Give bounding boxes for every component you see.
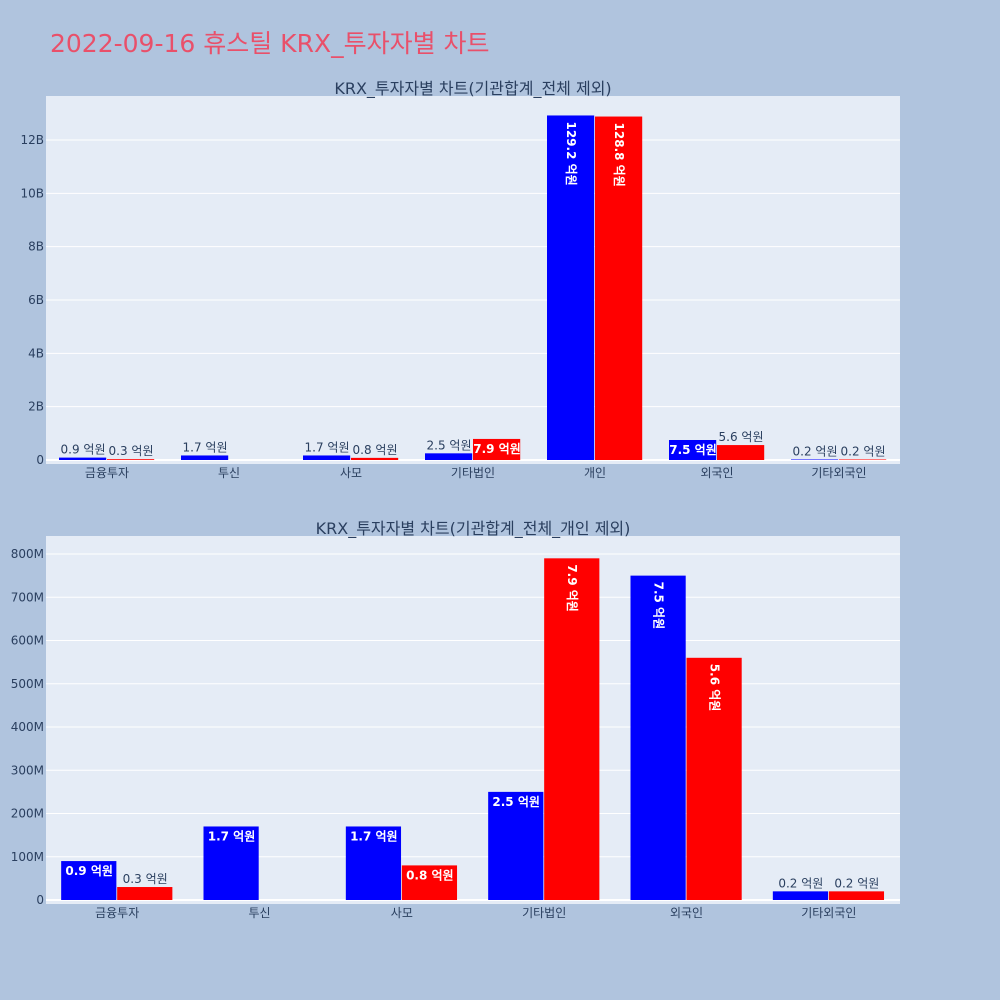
data-label: 0.3 억원: [123, 872, 168, 886]
bar: [351, 457, 399, 460]
data-label: 0.9 억원: [61, 443, 106, 457]
data-label: 2.5 억원: [492, 795, 540, 809]
data-label: 0.8 억원: [353, 443, 398, 457]
bar: [345, 826, 402, 900]
y-tick-label: 400M: [11, 720, 44, 734]
data-label: 128.8 억원: [612, 123, 626, 187]
y-tick-label: 4B: [28, 346, 44, 360]
data-label: 0.3 억원: [109, 444, 154, 458]
plot-area: [46, 96, 900, 464]
bar: [303, 455, 351, 460]
bar: [669, 440, 717, 460]
bar: [595, 116, 643, 461]
chart-top: 0 2B 4B 6B 8B 10B 12B KRX_투자자별 차트(기관합계_전체 제외) 금융…: [20, 79, 900, 480]
bar: [791, 459, 839, 460]
data-label: 0.8 억원: [406, 868, 454, 882]
bar: [107, 459, 155, 460]
data-label: 1.7 억원: [183, 440, 228, 454]
data-label: 0.9 억원: [65, 864, 113, 878]
y-tick-label: 10B: [20, 186, 44, 200]
data-label: 5.6 억원: [708, 664, 722, 712]
x-tick-label: 외국인: [700, 466, 733, 480]
bar: [488, 791, 544, 900]
data-label: 1.7 억원: [350, 829, 398, 843]
bar: [181, 455, 229, 460]
x-tick-label: 투신: [218, 466, 240, 480]
data-label: 7.9 억원: [473, 442, 521, 456]
data-label: 1.7 억원: [305, 440, 350, 454]
y-tick-label: 700M: [11, 590, 44, 604]
x-tick-label: 개인: [584, 466, 606, 480]
y-tick-label: 0: [36, 893, 44, 907]
data-label: 0.2 억원: [841, 444, 886, 458]
x-tick-label: 기타법인: [522, 906, 566, 920]
data-label: 1.7 억원: [208, 829, 256, 843]
data-label: 7.9 억원: [565, 564, 579, 612]
bar: [401, 865, 458, 900]
x-tick-label: 기타외국인: [801, 906, 856, 920]
data-label: 2.5 억원: [427, 438, 472, 452]
bar: [772, 891, 829, 900]
x-tick-label: 사모: [391, 906, 413, 920]
data-label: 5.6 억원: [719, 430, 764, 444]
data-label: 129.2 억원: [564, 121, 578, 185]
y-tick-label: 12B: [20, 133, 44, 147]
chart-title: KRX_투자자별 차트(기관합계_전체 제외): [334, 79, 611, 99]
y-tick-label: 100M: [11, 850, 44, 864]
plot-area: [46, 536, 900, 904]
data-label: 7.5 억원: [652, 582, 666, 630]
x-tick-label: 외국인: [670, 906, 703, 920]
bar: [630, 575, 686, 900]
x-tick-label: 사모: [340, 466, 362, 480]
data-label: 0.2 억원: [793, 444, 838, 458]
bar: [547, 115, 595, 460]
bar: [828, 891, 885, 900]
y-tick-label: 200M: [11, 807, 44, 821]
bar: [425, 453, 473, 460]
y-tick-label: 600M: [11, 634, 44, 648]
y-tick-label: 300M: [11, 763, 44, 777]
x-tick-label: 금융투자: [85, 466, 129, 480]
y-tick-label: 6B: [28, 293, 44, 307]
y-tick-label: 800M: [11, 547, 44, 561]
data-label: 0.2 억원: [778, 876, 823, 890]
page-title: 2022-09-16 휴스틸 KRX_투자자별 차트: [50, 29, 490, 58]
chart-bottom: 0 100M 200M 300M 400M 500M 600M 700M 800M KRX_투자자…: [11, 519, 900, 920]
bar: [686, 657, 742, 900]
bar: [117, 887, 173, 900]
x-tick-label: 기타외국인: [811, 466, 866, 480]
y-tick-label: 2B: [28, 400, 44, 414]
bar: [473, 438, 521, 460]
y-tick-label: 0: [36, 453, 44, 467]
bar: [61, 861, 117, 900]
x-tick-label: 투신: [248, 906, 270, 920]
data-label: 0.2 억원: [834, 876, 879, 890]
bar: [717, 445, 765, 460]
y-tick-label: 500M: [11, 677, 44, 691]
data-label: 7.5 억원: [669, 443, 717, 457]
x-tick-label: 금융투자: [95, 906, 139, 920]
bar: [203, 826, 259, 900]
chart-title: KRX_투자자별 차트(기관합계_전체_개인 제외): [316, 519, 631, 539]
x-tick-label: 기타법인: [451, 466, 495, 480]
bar: [544, 558, 600, 900]
y-tick-label: 8B: [28, 240, 44, 254]
bar: [839, 459, 887, 460]
bar: [59, 457, 107, 460]
